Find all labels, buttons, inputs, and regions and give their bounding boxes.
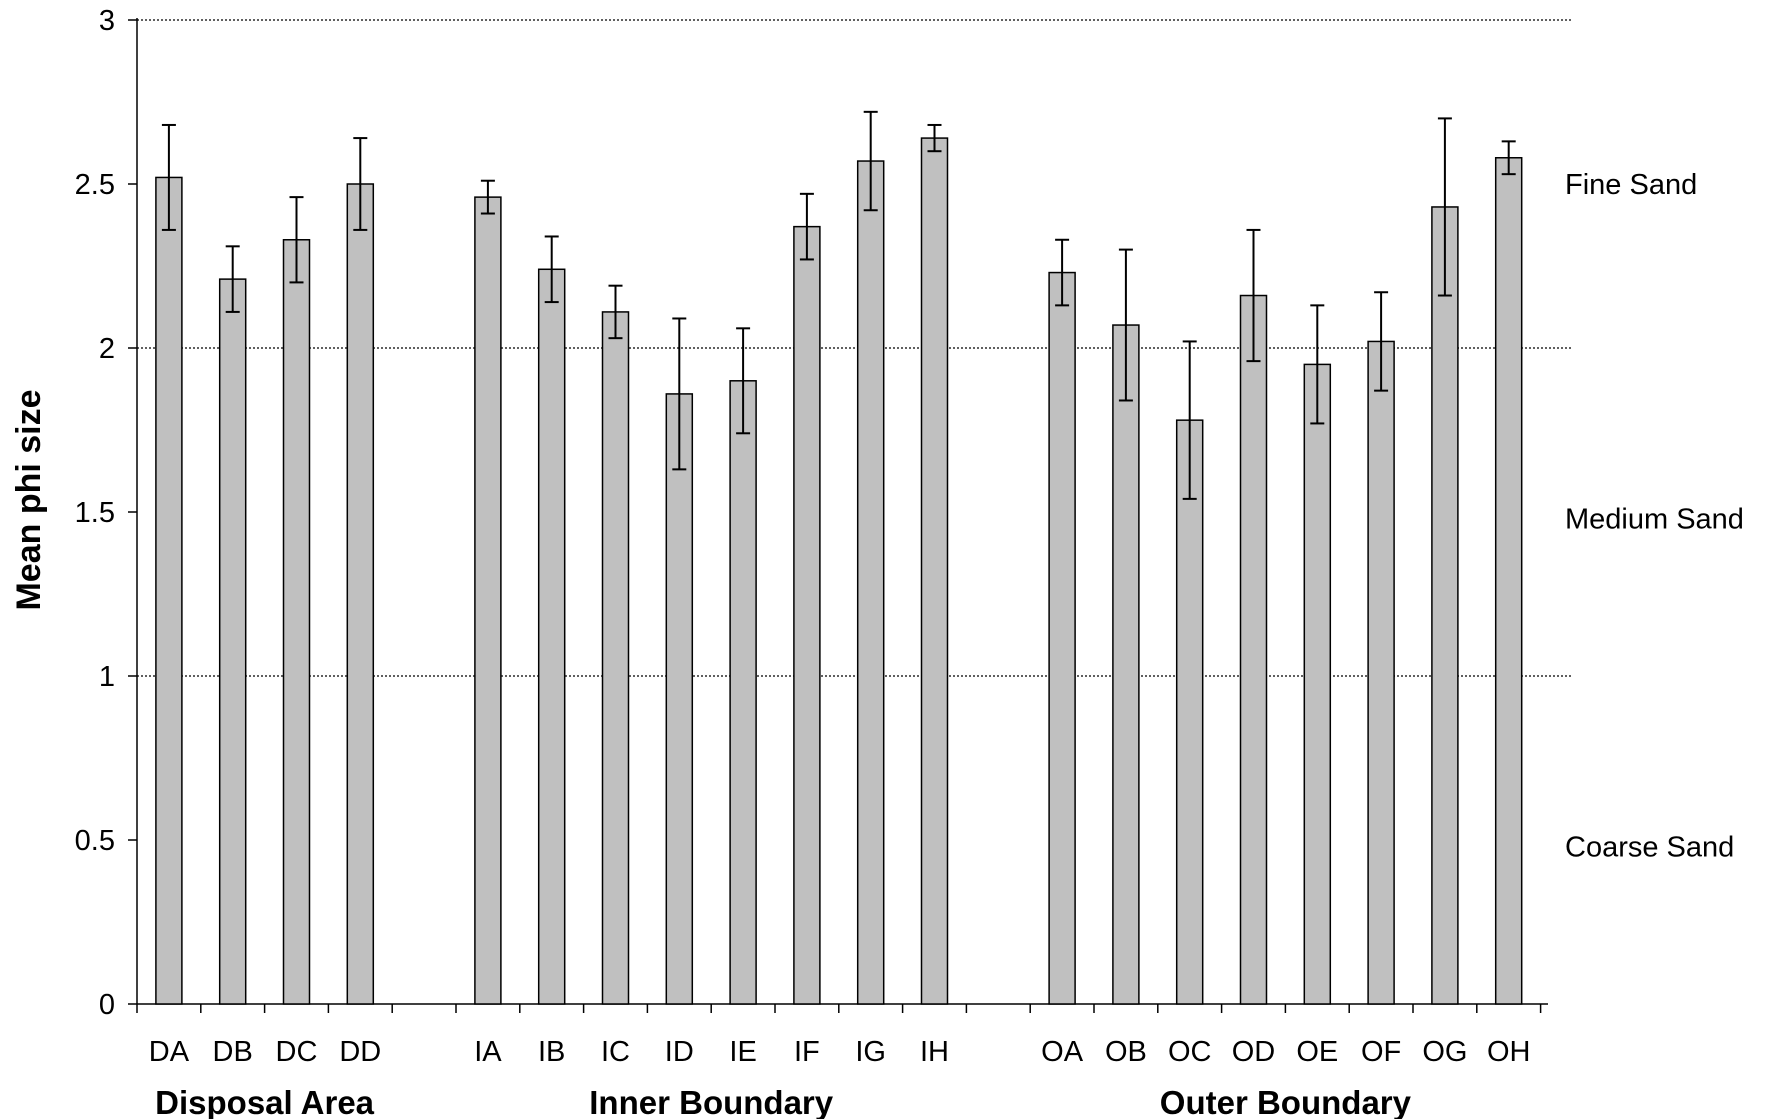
x-tick-label-ic: IC (601, 1036, 630, 1068)
x-tick-label-ib: IB (538, 1036, 565, 1068)
bar-ih (920, 137, 949, 1005)
bar-ia (474, 196, 502, 1005)
bar-db (218, 278, 247, 1005)
sediment-class-label: Medium Sand (1565, 504, 1744, 536)
sediment-class-label: Fine Sand (1565, 169, 1697, 201)
group-label: Inner Boundary (589, 1084, 834, 1119)
x-tick-label-id: ID (665, 1036, 694, 1068)
y-tick-label: 2 (99, 333, 115, 365)
group-label: Disposal Area (155, 1084, 375, 1119)
y-tick-label: 1 (99, 661, 115, 693)
x-tick-label-oc: OC (1168, 1036, 1212, 1068)
bars (155, 110, 1523, 1005)
y-axis-label: Mean phi size (10, 389, 48, 610)
labels: 0 0.5 1 1.5 2 2.5 3 DA DB DC DD IA IB IC ID IE IF IG IH OA O… (75, 5, 1744, 1119)
bar-of (1367, 340, 1395, 1005)
bar-ob (1112, 324, 1140, 1005)
x-tick-label-oh: OH (1487, 1036, 1531, 1068)
bar-dc (282, 239, 311, 1005)
y-tick-label: 0 (99, 989, 115, 1021)
x-tick-label-oe: OE (1296, 1036, 1338, 1068)
x-tick-label-od: OD (1232, 1036, 1276, 1068)
x-tick-label-db: DB (213, 1036, 253, 1068)
x-tick-label-dc: DC (276, 1036, 318, 1068)
bar-od (1239, 294, 1268, 1005)
bar-oc (1175, 419, 1204, 1005)
x-tick-label-ih: IH (920, 1036, 949, 1068)
y-tick-label: 3 (99, 5, 115, 37)
group-label: Outer Boundary (1160, 1084, 1412, 1119)
sediment-class-label: Coarse Sand (1565, 832, 1734, 864)
y-tick-label: 2.5 (75, 169, 115, 201)
x-tick-label-ob: OB (1105, 1036, 1147, 1068)
x-tick-label-og: OG (1422, 1036, 1467, 1068)
x-tick-label-oa: OA (1041, 1036, 1084, 1068)
bar-oe (1303, 363, 1332, 1005)
bar-og (1431, 206, 1459, 1005)
x-tick-label-ie: IE (729, 1036, 756, 1068)
x-tick-label-da: DA (149, 1036, 190, 1068)
bar-ib (537, 268, 566, 1005)
bar-id (665, 393, 694, 1005)
x-tick-label-of: OF (1361, 1036, 1401, 1068)
bar-da (155, 176, 183, 1005)
bar-dd (346, 183, 375, 1005)
bar-ie (729, 380, 757, 1005)
y-tick-label: 1.5 (75, 497, 115, 529)
bar-oh (1494, 157, 1523, 1005)
x-tick-label-dd: DD (339, 1036, 381, 1068)
x-tick-label-ig: IG (855, 1036, 886, 1068)
bar-ig (856, 160, 885, 1005)
bar-if (793, 225, 821, 1005)
bar-ic (601, 311, 630, 1005)
y-tick-label: 0.5 (75, 825, 115, 857)
x-tick-label-if: IF (794, 1036, 820, 1068)
axes (128, 18, 1548, 1013)
x-tick-label-ia: IA (474, 1036, 502, 1068)
bar-oa (1048, 271, 1076, 1005)
gridlines (137, 19, 1572, 677)
